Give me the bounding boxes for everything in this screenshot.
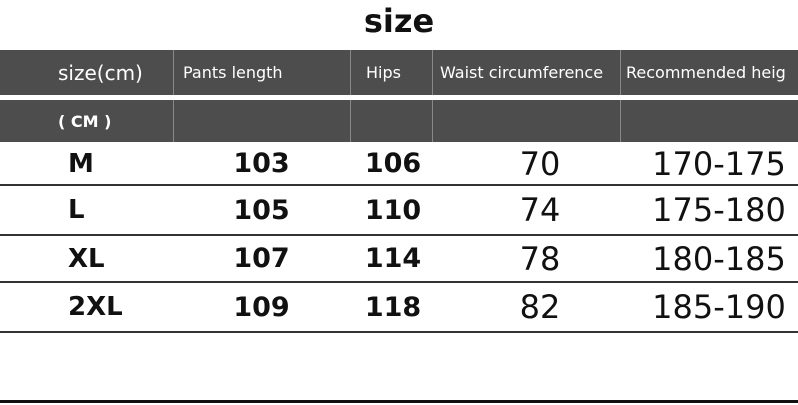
header-cell: Hips [366, 63, 401, 82]
table-cell: 118 [364, 291, 422, 323]
table-cell: 78 [519, 239, 561, 278]
header-band [0, 50, 798, 95]
table-cell: 109 [233, 291, 290, 323]
table-cell: 107 [233, 243, 290, 274]
row-rule [0, 184, 798, 186]
column-separator [432, 50, 433, 95]
header-cell: size(cm) [58, 60, 143, 85]
column-separator [620, 100, 621, 142]
table-cell: 180-185 [652, 239, 786, 278]
column-separator [173, 50, 174, 95]
row-rule [0, 281, 798, 283]
table-cell: 74 [519, 191, 561, 229]
table-cell: 114 [364, 243, 422, 274]
header-cell: Pants length [183, 63, 283, 82]
column-separator [350, 100, 351, 142]
row-rule [0, 331, 798, 333]
table-cell: 110 [364, 194, 422, 226]
table-cell: 106 [364, 148, 422, 179]
header-cell: Recommended heig [626, 63, 786, 82]
table-cell: 185-190 [652, 288, 786, 326]
column-separator [173, 100, 174, 142]
table-cell: M [68, 148, 94, 179]
table-cell: 70 [519, 144, 561, 183]
subheader-cell: ( CM ) [58, 111, 112, 131]
table-cell: 105 [233, 194, 290, 226]
table-cell: 2XL [68, 292, 123, 322]
header-cell: Waist circumference [440, 63, 604, 82]
table-cell: 103 [233, 148, 290, 179]
table-cell: 170-175 [652, 144, 786, 183]
row-rule [0, 234, 798, 236]
title: size [363, 2, 435, 40]
table-cell: 175-180 [652, 191, 786, 229]
table-cell: L [68, 195, 85, 225]
table-cell: XL [68, 243, 105, 274]
bottom-rule [0, 400, 798, 403]
column-separator [350, 50, 351, 95]
subheader-band [0, 100, 798, 142]
table-cell: 82 [519, 288, 561, 326]
column-separator [620, 50, 621, 95]
column-separator [432, 100, 433, 142]
